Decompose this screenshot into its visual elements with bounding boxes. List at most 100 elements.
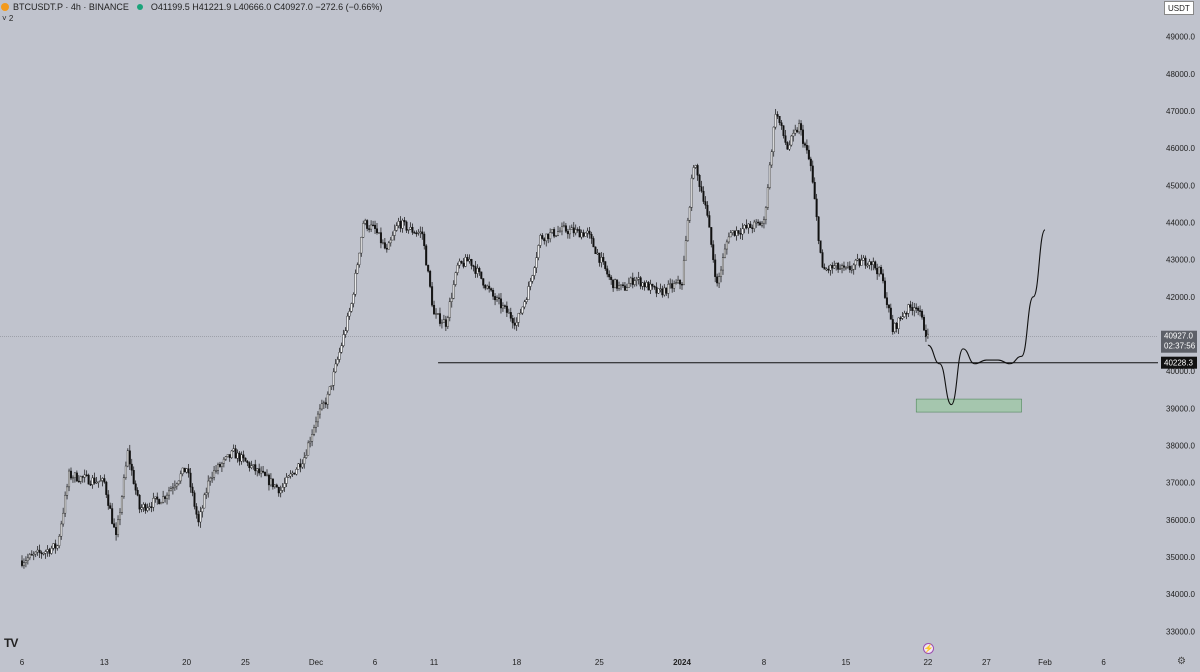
candle bbox=[368, 224, 371, 233]
candle bbox=[625, 283, 628, 291]
candle bbox=[507, 308, 510, 314]
candle bbox=[669, 278, 672, 289]
candle bbox=[150, 502, 153, 513]
candle bbox=[675, 279, 678, 285]
gear-icon[interactable]: ⚙ bbox=[1177, 656, 1186, 667]
candle bbox=[496, 295, 499, 303]
candle bbox=[138, 494, 141, 514]
candle bbox=[73, 472, 76, 483]
candle bbox=[872, 257, 875, 271]
candle bbox=[132, 466, 135, 485]
time-tick-label: 6 bbox=[20, 658, 25, 667]
candle bbox=[381, 239, 384, 245]
candle bbox=[501, 302, 504, 312]
candle bbox=[258, 463, 261, 476]
candle bbox=[177, 480, 180, 486]
candle bbox=[191, 483, 194, 497]
candle bbox=[889, 303, 892, 320]
candle bbox=[792, 129, 795, 142]
candle bbox=[21, 555, 24, 568]
candle bbox=[456, 262, 459, 276]
candle bbox=[293, 472, 296, 475]
candle bbox=[643, 280, 646, 291]
candle bbox=[360, 236, 363, 257]
candle bbox=[755, 219, 758, 228]
chart-header: BTCUSDT.P · 4h · BINANCE O41199.5 H41221… bbox=[0, 0, 382, 14]
candle bbox=[667, 280, 670, 299]
candle bbox=[279, 485, 282, 498]
candle bbox=[901, 312, 904, 320]
candle bbox=[484, 283, 487, 291]
time-tick-label: 13 bbox=[100, 658, 109, 667]
candle bbox=[659, 283, 662, 293]
candle bbox=[555, 235, 558, 238]
candle bbox=[743, 224, 746, 234]
candle bbox=[759, 220, 762, 226]
candle bbox=[588, 227, 591, 239]
price-tick-label: 47000.0 bbox=[1166, 107, 1195, 116]
candle bbox=[387, 241, 390, 250]
candle bbox=[383, 237, 386, 250]
price-tick-label: 49000.0 bbox=[1166, 33, 1195, 42]
price-tick-label: 45000.0 bbox=[1166, 181, 1195, 190]
candle bbox=[305, 449, 308, 459]
candle bbox=[880, 264, 883, 276]
symbol-label[interactable]: BTCUSDT.P · 4h · BINANCE bbox=[13, 2, 129, 12]
candle bbox=[917, 306, 920, 316]
candle bbox=[58, 534, 61, 549]
candle bbox=[267, 473, 270, 491]
candle bbox=[309, 436, 312, 448]
candle bbox=[440, 319, 443, 329]
candle bbox=[189, 467, 192, 493]
candle bbox=[780, 120, 783, 130]
candle bbox=[745, 219, 748, 230]
candle bbox=[739, 228, 742, 240]
candle bbox=[839, 264, 842, 270]
candle bbox=[464, 254, 467, 268]
candle bbox=[254, 459, 257, 475]
candle bbox=[372, 220, 375, 227]
candle bbox=[926, 328, 929, 339]
candle bbox=[598, 252, 601, 267]
candle bbox=[517, 312, 520, 327]
time-tick-label: 8 bbox=[762, 658, 767, 667]
candle bbox=[802, 124, 805, 148]
indicator-toggle[interactable]: ˅ 2 bbox=[2, 14, 14, 23]
candle bbox=[829, 264, 832, 276]
candle bbox=[741, 223, 744, 240]
candle bbox=[848, 261, 851, 273]
time-tick-label: 27 bbox=[982, 658, 991, 667]
candle bbox=[882, 269, 885, 284]
candle bbox=[60, 520, 63, 540]
candle bbox=[568, 225, 571, 239]
candle bbox=[264, 471, 267, 477]
price-tick-label: 39000.0 bbox=[1166, 404, 1195, 413]
time-tick-label: 11 bbox=[430, 658, 439, 667]
target-zone bbox=[915, 398, 1022, 413]
candle bbox=[262, 466, 265, 474]
candle bbox=[570, 224, 573, 230]
candle bbox=[377, 232, 380, 234]
candle bbox=[681, 281, 684, 290]
time-tick-label: 25 bbox=[241, 658, 250, 667]
candle bbox=[798, 119, 801, 135]
candle bbox=[893, 322, 896, 334]
market-status-icon bbox=[136, 4, 143, 10]
candle bbox=[844, 266, 847, 271]
candle bbox=[594, 246, 597, 254]
candle bbox=[211, 471, 214, 483]
candle bbox=[152, 492, 155, 512]
candle bbox=[486, 284, 489, 290]
currency-button[interactable]: USDT bbox=[1164, 1, 1194, 15]
candle bbox=[393, 224, 396, 241]
candle bbox=[772, 126, 775, 157]
candle bbox=[541, 233, 544, 240]
candle bbox=[79, 475, 82, 485]
candle bbox=[303, 452, 306, 469]
candle bbox=[790, 134, 793, 147]
candle bbox=[841, 263, 844, 274]
tradingview-logo[interactable]: TV bbox=[4, 636, 18, 650]
lightning-icon[interactable]: ⚡ bbox=[923, 643, 934, 654]
candle bbox=[77, 475, 80, 483]
